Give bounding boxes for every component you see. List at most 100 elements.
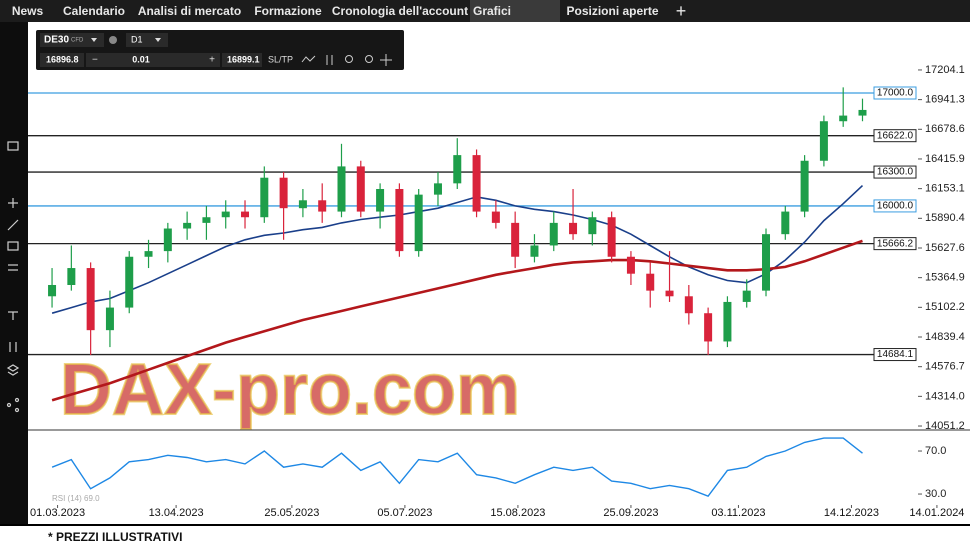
- candle-body: [723, 301, 732, 342]
- candle-body: [221, 211, 230, 218]
- candle-body: [67, 268, 76, 285]
- symbol-type: CFD: [71, 38, 84, 44]
- candle-body: [646, 273, 655, 291]
- level-label: 16622.0: [877, 130, 914, 141]
- candle-body: [704, 313, 713, 342]
- candle-body: [626, 256, 635, 274]
- rsi-tick-label: 70.0: [925, 445, 946, 457]
- candle-body: [433, 183, 442, 195]
- nav-tab[interactable]: Formazione: [254, 4, 322, 18]
- y-tick-label: 14576.7: [925, 361, 965, 373]
- bid-price[interactable]: 16896.8: [46, 54, 79, 64]
- candle-body: [684, 296, 693, 314]
- candle-body: [260, 177, 269, 218]
- candle-body: [395, 188, 404, 252]
- candle-body: [279, 177, 288, 209]
- left-toolbar: [0, 22, 28, 525]
- y-tick-label: 16678.6: [925, 123, 965, 135]
- y-tick-label: 16153.1: [925, 183, 965, 195]
- rsi-label: RSI (14) 69.0: [52, 494, 100, 503]
- candle-body: [588, 217, 597, 235]
- timeframe-box[interactable]: [126, 33, 168, 47]
- x-tick-label: 25.09.2023: [603, 507, 658, 519]
- candle-body: [530, 245, 539, 257]
- y-tick-label: 17204.1: [925, 64, 965, 76]
- level-label: 16000.0: [877, 201, 914, 212]
- candle-body: [607, 217, 616, 257]
- level-label: 14684.1: [877, 349, 914, 360]
- candle-body: [569, 222, 578, 235]
- moving-average: [51, 185, 864, 314]
- ask-price[interactable]: 16899.1: [227, 54, 260, 64]
- y-tick-label: 14839.4: [925, 331, 965, 343]
- candle-body: [453, 155, 462, 184]
- candle-body: [800, 160, 809, 212]
- timeframe: D1: [131, 34, 143, 44]
- x-tick-label: 05.07.2023: [377, 507, 432, 519]
- level-label-box: [873, 165, 917, 179]
- y-tick-label: 15364.9: [925, 272, 965, 284]
- level-label: 15666.2: [877, 238, 914, 249]
- level-label-box: [873, 86, 917, 100]
- level-label: 16300.0: [877, 167, 914, 178]
- candle-body: [241, 211, 250, 218]
- nav-tab[interactable]: Posizioni aperte: [566, 4, 659, 18]
- candle-body: [511, 222, 520, 257]
- y-tick-label: 15890.4: [925, 212, 965, 224]
- rsi-tick-label: 30.0: [925, 488, 946, 500]
- y-tick-label: 14314.0: [925, 390, 965, 402]
- level-label: 17000.0: [877, 88, 914, 99]
- y-tick-label: 15102.2: [925, 301, 965, 313]
- level-label-box: [873, 199, 917, 213]
- add-tab[interactable]: +: [675, 1, 687, 21]
- sl-tp[interactable]: SL/TP: [268, 54, 293, 64]
- candle-body: [318, 200, 327, 212]
- level-label-box: [873, 129, 917, 143]
- nav-tab[interactable]: News: [11, 4, 44, 18]
- y-tick-label: 14051.2: [925, 420, 965, 432]
- nav-tab[interactable]: Calendario: [62, 4, 125, 18]
- candle-body: [414, 194, 423, 252]
- nav-tab[interactable]: Cronologia dell'account: [331, 4, 469, 18]
- candle-body: [144, 251, 153, 257]
- x-tick-label: 25.05.2023: [264, 507, 319, 519]
- candle-body: [356, 166, 365, 212]
- volume: 0.01: [132, 54, 150, 64]
- candle-body: [125, 256, 134, 308]
- candle-body: [298, 200, 307, 209]
- toolbar-icons: [6, 141, 20, 413]
- nav-tab[interactable]: Grafici: [470, 0, 560, 22]
- x-tick-label: 03.11.2023: [711, 507, 765, 519]
- candle-body: [376, 188, 385, 212]
- y-tick-label: 16415.9: [925, 153, 965, 165]
- candle-body: [337, 166, 346, 212]
- y-tick-label: 16941.3: [925, 94, 965, 106]
- candle-body: [781, 211, 790, 235]
- symbol: DE30: [44, 35, 69, 46]
- x-tick-label: 15.08.2023: [490, 507, 545, 519]
- level-label-box: [873, 237, 917, 251]
- symbol-box[interactable]: [40, 33, 104, 47]
- candle-body: [48, 284, 57, 297]
- order-panel: DE30 CFD D1 16896.8 − 0.01 + 16899.1 SL/…: [36, 30, 404, 70]
- level-label-box: [873, 348, 917, 362]
- candle-body: [839, 115, 848, 122]
- footer-note: * PREZZI ILLUSTRATIVI: [48, 530, 183, 544]
- candle-body: [202, 217, 211, 223]
- x-tick-label: 14.01.2024: [909, 507, 964, 519]
- candle-body: [105, 307, 114, 331]
- candle-body: [742, 290, 751, 302]
- minus[interactable]: −: [92, 55, 98, 66]
- candle-body: [665, 290, 674, 297]
- candle-body: [163, 228, 172, 252]
- candle-body: [819, 121, 828, 161]
- candle-body: [762, 234, 771, 291]
- candle-body: [491, 211, 500, 223]
- nav-tab[interactable]: Analisi di mercato: [137, 4, 242, 18]
- plus[interactable]: +: [209, 55, 215, 66]
- y-tick-label: 15627.6: [925, 242, 965, 254]
- moving-average: [51, 239, 863, 402]
- x-tick-label: 01.03.2023: [30, 507, 85, 519]
- x-tick-label: 14.12.2023: [824, 507, 879, 519]
